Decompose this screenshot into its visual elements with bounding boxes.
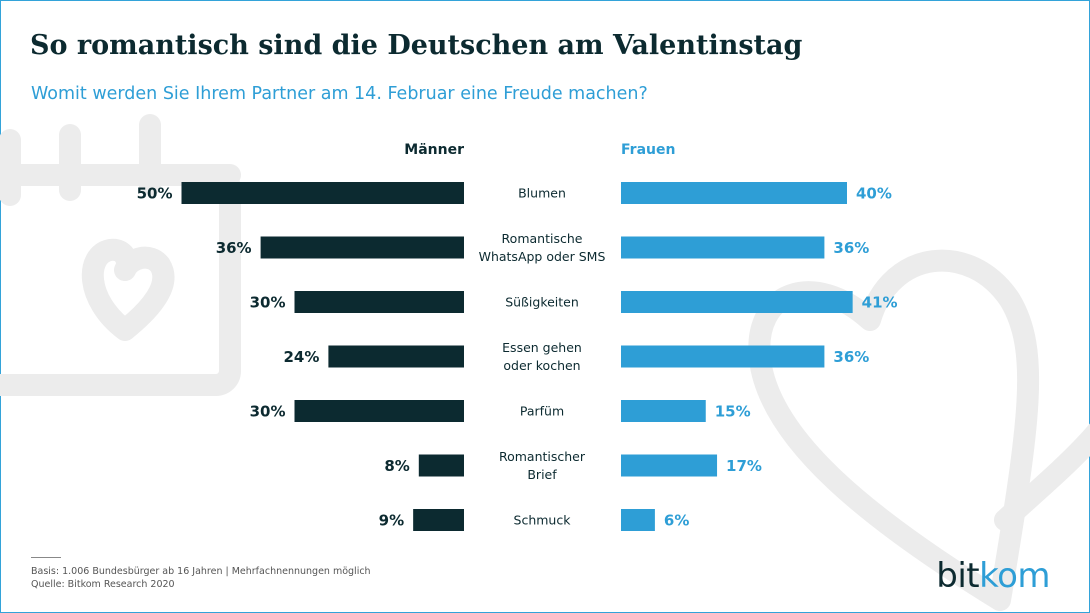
footer-divider bbox=[31, 557, 61, 558]
category-label: Süßigkeiten bbox=[505, 295, 579, 310]
bar-men bbox=[260, 236, 464, 259]
footer-source: Quelle: Bitkom Research 2020 bbox=[31, 579, 175, 590]
data-label-men: 36% bbox=[216, 239, 252, 257]
category-label: Essen gehen bbox=[502, 340, 582, 355]
data-label-men: 24% bbox=[283, 348, 319, 366]
bar-men bbox=[328, 345, 464, 368]
data-label-men: 8% bbox=[384, 457, 409, 475]
bar-men bbox=[181, 182, 464, 204]
heart-icon bbox=[81, 238, 175, 341]
category-label: Schmuck bbox=[514, 513, 572, 528]
footer-notes: Basis: 1.006 Bundesbürger ab 16 Jahren |… bbox=[31, 565, 371, 591]
bar-women bbox=[621, 400, 706, 422]
bar-men bbox=[418, 454, 464, 477]
data-label-men: 9% bbox=[379, 512, 404, 530]
heart-icon bbox=[748, 249, 1040, 611]
category-label: oder kochen bbox=[503, 358, 580, 373]
bar-women bbox=[621, 454, 718, 477]
category-label: WhatsApp oder SMS bbox=[479, 249, 606, 264]
bar-women bbox=[621, 509, 655, 531]
bar-men bbox=[294, 291, 464, 313]
data-label-women: 15% bbox=[715, 403, 751, 421]
data-label-women: 36% bbox=[833, 348, 869, 366]
bar-women bbox=[621, 236, 825, 259]
data-label-men: 30% bbox=[250, 403, 286, 421]
bar-men bbox=[294, 400, 464, 422]
bitkom-logo: bitkom bbox=[936, 556, 1050, 596]
data-label-women: 17% bbox=[726, 457, 762, 475]
bar-women bbox=[621, 345, 825, 368]
series-header-women: Frauen bbox=[621, 142, 675, 158]
data-label-men: 50% bbox=[137, 185, 173, 203]
data-label-women: 41% bbox=[862, 294, 898, 312]
chart-subtitle: Womit werden Sie Ihrem Partner am 14. Fe… bbox=[31, 84, 648, 104]
bar-women bbox=[621, 182, 847, 204]
data-label-women: 40% bbox=[856, 185, 892, 203]
chart-title: So romantisch sind die Deutschen am Vale… bbox=[30, 30, 803, 61]
category-label: Parfüm bbox=[520, 404, 564, 419]
data-label-women: 36% bbox=[833, 239, 869, 257]
footer-basis: Basis: 1.006 Bundesbürger ab 16 Jahren |… bbox=[31, 566, 371, 577]
category-label: Brief bbox=[527, 467, 557, 482]
category-label: Romantische bbox=[502, 231, 583, 246]
bar-women bbox=[621, 291, 853, 313]
bar-men bbox=[413, 509, 464, 531]
data-label-women: 6% bbox=[664, 512, 689, 530]
category-label: Romantischer bbox=[499, 449, 586, 464]
data-label-men: 30% bbox=[250, 294, 286, 312]
category-label: Blumen bbox=[518, 186, 566, 201]
series-header-men: Männer bbox=[404, 142, 464, 158]
